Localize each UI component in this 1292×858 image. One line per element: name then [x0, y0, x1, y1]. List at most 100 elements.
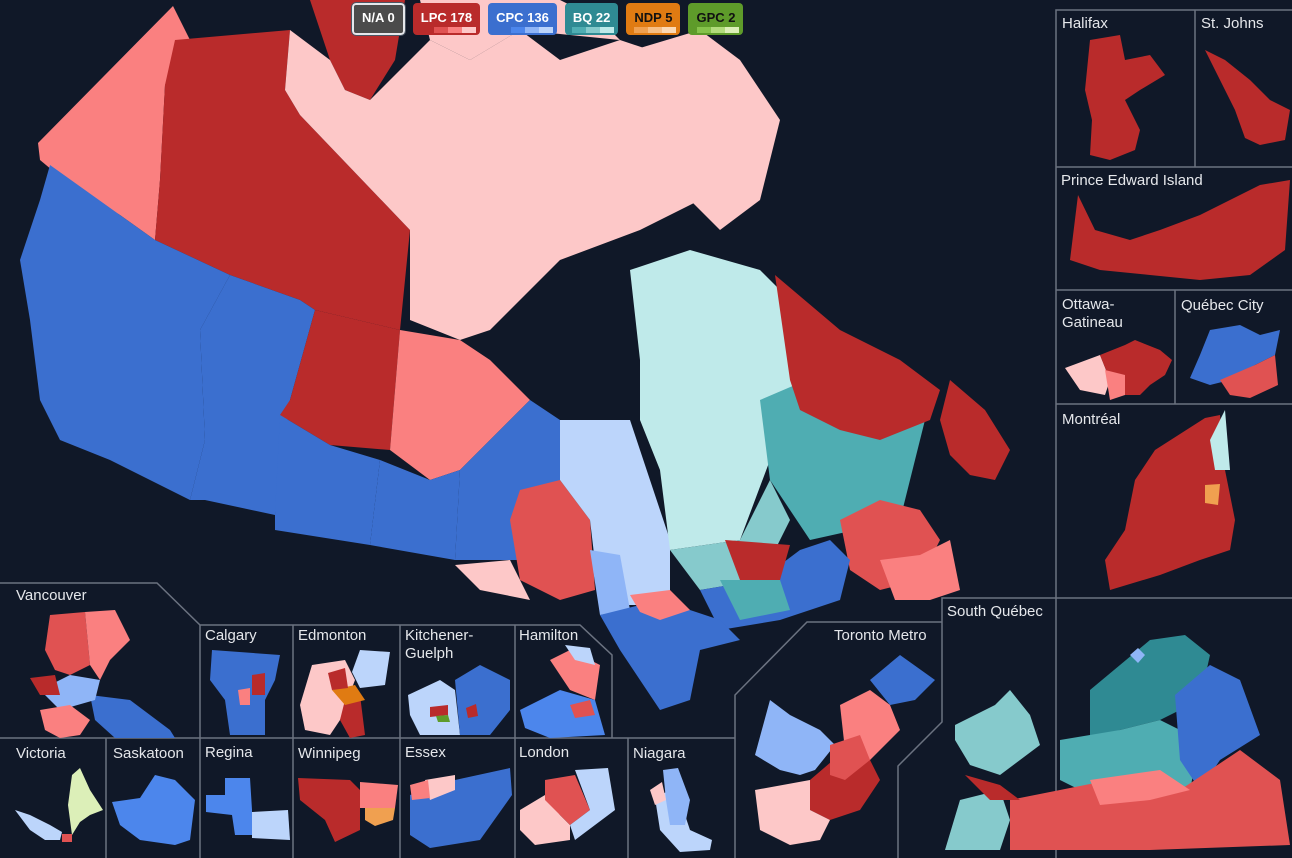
- south-quebec-cpc-small[interactable]: [1130, 648, 1145, 663]
- legend-label-cpc: CPC 136: [496, 9, 549, 25]
- quebec-city-lpc[interactable]: [1220, 355, 1278, 398]
- riding-quebec-red[interactable]: [725, 540, 790, 580]
- london-lpc-pink[interactable]: [520, 795, 570, 845]
- winnipeg-lpc[interactable]: [298, 778, 360, 842]
- kitchener-cpc[interactable]: [455, 665, 510, 735]
- essex-lpc-pink[interactable]: [425, 775, 455, 800]
- south-quebec-lpc-pink[interactable]: [1090, 770, 1190, 805]
- riding-nwt-south[interactable]: [280, 310, 400, 450]
- montreal-bq[interactable]: [1210, 410, 1230, 470]
- riding-thunder-bay-south[interactable]: [455, 560, 530, 600]
- south-quebec-bq-dark[interactable]: [1090, 635, 1210, 740]
- legend-shade-swatches-lpc: [434, 27, 477, 33]
- riding-s-ontario-red[interactable]: [630, 590, 690, 620]
- ottawa-ridings-pink[interactable]: [1105, 370, 1125, 400]
- riding-nunavik[interactable]: [630, 250, 830, 550]
- kitchener-gpc[interactable]: [436, 715, 450, 722]
- riding-yukon[interactable]: [38, 6, 190, 240]
- hamilton-cpc-light[interactable]: [565, 645, 595, 665]
- south-quebec-bq-mid[interactable]: [1060, 720, 1200, 790]
- victoria-gpc[interactable]: [68, 768, 103, 835]
- calgary-lpc[interactable]: [252, 673, 265, 695]
- riding-manitoba[interactable]: [370, 460, 460, 560]
- legend-chip-ndp[interactable]: NDP 5: [626, 3, 681, 35]
- london-lpc[interactable]: [545, 775, 590, 825]
- toronto-lpc-mid[interactable]: [830, 735, 870, 780]
- toronto-lpc-core[interactable]: [810, 750, 880, 820]
- kitchener-lpc-2[interactable]: [466, 704, 478, 718]
- south-quebec-bq-sw[interactable]: [945, 790, 1010, 850]
- pei-ridings[interactable]: [1070, 180, 1290, 280]
- legend-chip-bq[interactable]: BQ 22: [564, 3, 619, 35]
- ottawa-ridings-west[interactable]: [1065, 355, 1110, 395]
- london-cpc-light[interactable]: [570, 768, 615, 840]
- riding-n-ontario-2[interactable]: [590, 550, 630, 615]
- shade-swatch: [725, 27, 740, 33]
- inset-label-victoria: Victoria: [16, 745, 66, 762]
- riding-s-ontario[interactable]: [600, 600, 740, 710]
- victoria-lpc[interactable]: [62, 834, 72, 842]
- victoria-cpc-light[interactable]: [15, 810, 62, 840]
- hamilton-lpc[interactable]: [570, 700, 595, 718]
- edmonton-ndp[interactable]: [332, 685, 365, 705]
- south-quebec-bq-light[interactable]: [955, 690, 1040, 775]
- montreal-ridings[interactable]: [1105, 415, 1235, 590]
- legend-label-ndp: NDP 5: [634, 9, 673, 25]
- vancouver-lpc-pink[interactable]: [85, 610, 130, 680]
- riding-saskatchewan[interactable]: [275, 415, 380, 545]
- halifax-ridings[interactable]: [1085, 35, 1165, 160]
- riding-thunder-bay[interactable]: [510, 480, 595, 600]
- inset-label-calgary: Calgary: [205, 627, 257, 644]
- vancouver-lpc-dark[interactable]: [30, 675, 60, 695]
- toronto-lpc-south[interactable]: [755, 780, 830, 845]
- inset-label-edmonton: Edmonton: [298, 627, 367, 644]
- shade-swatch: [600, 27, 615, 33]
- shade-swatch: [448, 27, 463, 33]
- regina-cpc-light[interactable]: [252, 810, 290, 840]
- vancouver-lpc[interactable]: [45, 612, 90, 675]
- legend-chip-cpc[interactable]: CPC 136: [488, 3, 557, 35]
- inset-label-halifax: Halifax: [1062, 15, 1108, 32]
- kitchener-lpc[interactable]: [430, 705, 448, 717]
- niagara-cpc[interactable]: [663, 768, 690, 825]
- legend-chip-lpc[interactable]: LPC 178: [412, 3, 481, 35]
- riding-nunavut-baffin[interactable]: [600, 30, 780, 230]
- riding-nwt[interactable]: [155, 30, 410, 330]
- edmonton-cpc-light[interactable]: [352, 650, 390, 688]
- south-quebec-lpc-dark[interactable]: [965, 775, 1020, 800]
- calgary-lpc-pink[interactable]: [238, 688, 250, 705]
- winnipeg-lpc-pink[interactable]: [360, 782, 398, 808]
- riding-bc[interactable]: [20, 165, 230, 500]
- quebec-city-cpc[interactable]: [1190, 325, 1280, 385]
- legend-label-gpc: GPC 2: [696, 9, 736, 25]
- inset-label-quebec-city: Québec City: [1181, 297, 1264, 314]
- south-quebec-cpc[interactable]: [1175, 665, 1260, 790]
- saskatoon-cpc[interactable]: [112, 775, 195, 845]
- riding-labrador[interactable]: [775, 275, 940, 440]
- riding-alberta[interactable]: [190, 275, 315, 515]
- toronto-cpc-west[interactable]: [755, 700, 835, 775]
- riding-quebec-bq[interactable]: [720, 580, 790, 620]
- edmonton-lpc[interactable]: [340, 695, 365, 738]
- winnipeg-ndp[interactable]: [365, 808, 395, 826]
- montreal-ndp[interactable]: [1205, 484, 1220, 505]
- regina-cpc[interactable]: [206, 778, 252, 835]
- riding-newfoundland[interactable]: [940, 380, 1010, 480]
- party-seat-legend: N/A 0 LPC 178 CPC 136 BQ 22 NDP 5 GPC 2: [351, 2, 744, 36]
- legend-chip-na[interactable]: N/A 0: [351, 2, 406, 36]
- vancouver-cpc[interactable]: [90, 695, 175, 738]
- edmonton-lpc-dark[interactable]: [328, 668, 348, 690]
- shade-swatch: [662, 27, 677, 33]
- stjohns-ridings[interactable]: [1205, 50, 1290, 145]
- inset-label-hamilton: Hamilton: [519, 627, 579, 644]
- riding-churchill[interactable]: [390, 330, 530, 480]
- vancouver-lpc-south[interactable]: [40, 705, 90, 738]
- legend-chip-gpc[interactable]: GPC 2: [688, 3, 744, 35]
- riding-nova-scotia[interactable]: [880, 540, 960, 600]
- toronto-cpc-ne[interactable]: [870, 655, 935, 705]
- essex-lpc[interactable]: [410, 780, 430, 800]
- riding-n-ontario[interactable]: [560, 420, 670, 605]
- legend-label-na: N/A 0: [362, 9, 395, 25]
- niagara-lpc-pink[interactable]: [650, 782, 666, 805]
